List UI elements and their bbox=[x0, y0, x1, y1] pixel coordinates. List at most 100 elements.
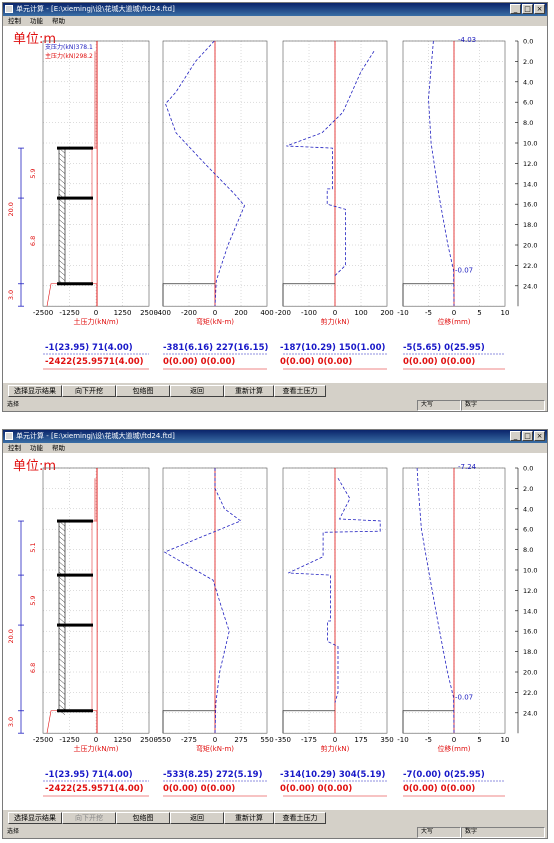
x-tick-label: 5 bbox=[477, 309, 481, 317]
title-bar[interactable]: 单元计算 - [E:\xiemingj\设\花城大道城\ftd24.ftd] _… bbox=[3, 3, 547, 16]
soil-hatch bbox=[58, 183, 66, 190]
toolbar: 选择显示结果 向下开挖 包络图 返回 重新计算 查看土压力 bbox=[3, 383, 547, 399]
soil-column bbox=[58, 520, 66, 712]
menu-function[interactable]: 功能 bbox=[30, 444, 43, 452]
section-label: 3.0 bbox=[7, 717, 15, 727]
soil-hatch bbox=[58, 617, 66, 624]
envelope-button[interactable]: 包络图 bbox=[116, 385, 170, 397]
x-tick-label: 0 bbox=[213, 309, 217, 317]
view-earth-pressure-button[interactable]: 查看土压力 bbox=[274, 385, 326, 397]
depth-tick-label: 6.0 bbox=[523, 526, 533, 534]
minimize-icon[interactable]: _ bbox=[510, 431, 521, 441]
return-button[interactable]: 返回 bbox=[170, 812, 224, 824]
soil-hatch bbox=[58, 648, 66, 654]
x-tick-label: 0 bbox=[213, 736, 217, 744]
panel-frame bbox=[42, 467, 150, 734]
title-bar[interactable]: 单元计算 - [E:\xiemingj\设\花城大道城\ftd24.ftd] _… bbox=[3, 430, 547, 443]
moment-result-max: -533(8.25) 272(5.19) bbox=[163, 770, 263, 780]
panel-title: 位移(mm) bbox=[437, 317, 470, 326]
soil-hatch bbox=[58, 255, 66, 261]
bottom-displacement-label: -0.07 bbox=[455, 694, 473, 702]
x-tick-label: 1250 bbox=[114, 309, 132, 317]
x-tick-label: 550 bbox=[260, 736, 273, 744]
view-earth-pressure-button[interactable]: 查看土压力 bbox=[274, 812, 326, 824]
section-label: 5.9 bbox=[29, 595, 37, 605]
shear-result-max: -314(10.29) 304(5.19) bbox=[280, 770, 386, 780]
top-displacement-label: -7.24 bbox=[458, 463, 477, 471]
x-tick-label: -175 bbox=[301, 736, 317, 744]
maximize-icon[interactable]: □ bbox=[522, 431, 533, 441]
soil-hatch bbox=[58, 643, 66, 649]
depth-tick-label: 20.0 bbox=[523, 669, 537, 677]
shear-result-min: 0(0.00) 0(0.00) bbox=[280, 357, 353, 367]
x-tick-label: 1250 bbox=[114, 736, 132, 744]
panel-frame bbox=[42, 40, 150, 307]
soil-hatch bbox=[58, 607, 66, 613]
soil-hatch bbox=[58, 658, 66, 664]
excavation-base bbox=[402, 710, 454, 734]
shear-result-min: 0(0.00) 0(0.00) bbox=[280, 784, 353, 794]
section-label: 6.8 bbox=[29, 663, 37, 673]
excavate-down-button[interactable]: 向下开挖 bbox=[62, 812, 116, 824]
menu-help[interactable]: 帮助 bbox=[52, 444, 65, 452]
close-icon[interactable]: × bbox=[534, 4, 545, 14]
depth-tick-label: 14.0 bbox=[523, 607, 537, 615]
select-display-button[interactable]: 选择显示结果 bbox=[8, 385, 62, 397]
x-tick-label: -100 bbox=[301, 309, 317, 317]
x-tick-label: 100 bbox=[354, 309, 367, 317]
depth-tick-label: 0.0 bbox=[523, 38, 533, 46]
minimize-icon[interactable]: _ bbox=[510, 4, 521, 14]
unit-label: 单位:m bbox=[13, 459, 57, 474]
maximize-icon[interactable]: □ bbox=[522, 4, 533, 14]
select-display-button[interactable]: 选择显示结果 bbox=[8, 812, 62, 824]
depth-tick-label: 18.0 bbox=[523, 648, 537, 656]
soil-hatch bbox=[58, 198, 66, 205]
x-tick-label: -550 bbox=[155, 736, 171, 744]
x-tick-label: -10 bbox=[397, 736, 408, 744]
menu-control[interactable]: 控制 bbox=[8, 17, 21, 25]
menu-bar: 控制 功能 帮助 bbox=[3, 443, 547, 453]
depth-tick-label: 4.0 bbox=[523, 78, 533, 86]
soil-hatch bbox=[58, 209, 66, 215]
chart-area: -2500 -1250 0 1250 2500 土压力(kN/m) -400 -200 0 200… bbox=[7, 36, 537, 370]
x-tick-label: 175 bbox=[354, 736, 367, 744]
envelope-button[interactable]: 包络图 bbox=[116, 812, 170, 824]
x-tick-label: 350 bbox=[380, 736, 393, 744]
depth-tick-label: 12.0 bbox=[523, 587, 537, 595]
displacement-result-max: -5(5.65) 0(25.95) bbox=[403, 343, 485, 353]
series-line-3 bbox=[416, 467, 455, 733]
soil-hatch bbox=[58, 602, 66, 608]
menu-control[interactable]: 控制 bbox=[8, 444, 21, 452]
x-tick-label: -1250 bbox=[59, 309, 79, 317]
menu-function[interactable]: 功能 bbox=[30, 17, 43, 25]
x-tick-label: -350 bbox=[275, 736, 291, 744]
x-tick-label: -200 bbox=[275, 309, 291, 317]
series-line-2 bbox=[286, 50, 375, 276]
shear-result-max: -187(10.29) 150(1.00) bbox=[280, 343, 386, 353]
depth-tick-label: 16.0 bbox=[523, 628, 537, 636]
soil-hatch bbox=[58, 597, 66, 603]
panel-title: 位移(mm) bbox=[437, 744, 470, 753]
return-button[interactable]: 返回 bbox=[170, 385, 224, 397]
menu-help[interactable]: 帮助 bbox=[52, 17, 65, 25]
recalculate-button[interactable]: 重新计算 bbox=[224, 385, 274, 397]
passive-pressure-line bbox=[46, 283, 97, 307]
soil-hatch bbox=[58, 678, 66, 685]
x-tick-label: -5 bbox=[425, 309, 432, 317]
recalculate-button[interactable]: 重新计算 bbox=[224, 812, 274, 824]
window-title: 单元计算 - [E:\xiemingj\设\花城大道城\ftd24.ftd] bbox=[16, 432, 175, 440]
soil-hatch bbox=[58, 546, 66, 552]
legend-entry: 支压力(kN)378.1 bbox=[45, 43, 93, 51]
excavate-down-button[interactable]: 向下开挖 bbox=[62, 385, 116, 397]
x-tick-label: 0 bbox=[333, 309, 337, 317]
soil-hatch bbox=[58, 587, 66, 593]
close-icon[interactable]: × bbox=[534, 431, 545, 441]
status-num: 数字 bbox=[465, 828, 478, 835]
toolbar: 选择显示结果 向下开挖 包络图 返回 重新计算 查看土压力 bbox=[3, 810, 547, 826]
section-label: 20.0 bbox=[7, 629, 15, 643]
soil-hatch bbox=[58, 699, 66, 705]
soil-hatch bbox=[58, 541, 66, 547]
soil-hatch bbox=[58, 627, 66, 634]
x-tick-label: -2500 bbox=[33, 736, 53, 744]
status-text: 选择 bbox=[7, 401, 20, 408]
